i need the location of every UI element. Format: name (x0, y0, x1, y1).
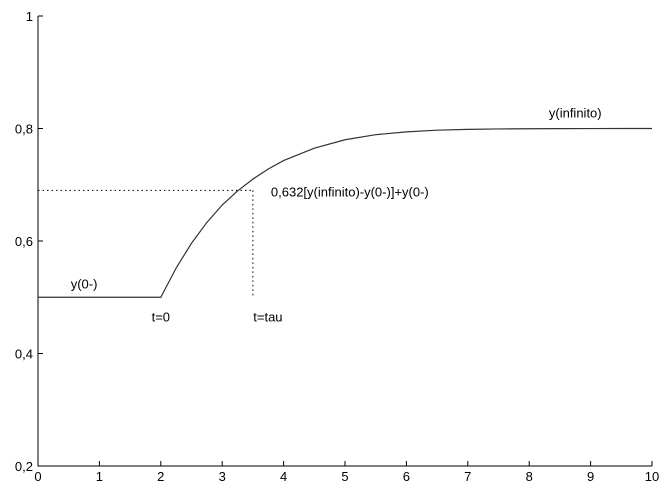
x-tick-label: 6 (403, 469, 410, 484)
y-tick-label: 1 (26, 9, 33, 24)
y-tick-label: 0,4 (15, 347, 33, 362)
response-curve (38, 127, 652, 298)
x-tick-label: 3 (219, 469, 226, 484)
x-tick-label: 4 (280, 469, 287, 484)
x-tick-label: 10 (645, 469, 659, 484)
label-t0: t=0 (152, 309, 170, 324)
x-tick-label: 9 (587, 469, 594, 484)
label-tau: t=tau (253, 309, 282, 324)
axis-frame (37, 16, 652, 467)
x-tick-label: 7 (464, 469, 471, 484)
plot-area: 0 1 2 3 4 5 6 7 8 9 10 0,2 0,4 0,6 0,8 1 y(0-) t=0 t=tau 0,… (15, 9, 659, 484)
y-tick-label: 0,6 (15, 234, 33, 249)
x-tick-label: 2 (157, 469, 164, 484)
label-y-infinity: y(infinito) (549, 106, 602, 121)
y-tick-label: 0,2 (15, 459, 33, 474)
x-tick-label: 8 (526, 469, 533, 484)
label-632-level: 0,632[y(infinito)-y(0-)]+y(0-) (271, 184, 429, 199)
x-tick-label: 0 (34, 469, 41, 484)
y-tick-label: 0,8 (15, 122, 33, 137)
x-tick-label: 5 (341, 469, 348, 484)
x-tick-label: 1 (96, 469, 103, 484)
label-y0: y(0-) (71, 276, 98, 291)
